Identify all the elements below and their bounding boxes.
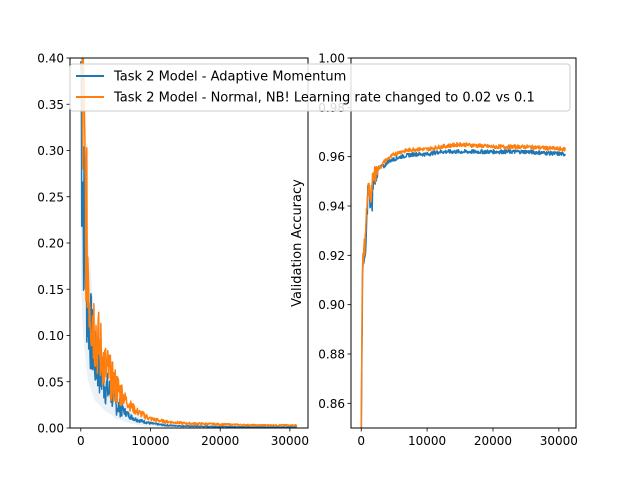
loss-xtick-label: 10000 (131, 434, 169, 448)
loss-noise-band (80, 58, 297, 428)
loss-ytick-label: 0.15 (37, 283, 64, 297)
accuracy-xtick-label: 10000 (408, 434, 446, 448)
loss-ytick-label: 0.35 (37, 98, 64, 112)
accuracy-axes-frame (350, 57, 577, 429)
loss-ytick-label: 0.05 (37, 375, 64, 389)
accuracy-ytick-label: 0.94 (318, 200, 345, 214)
accuracy-xtick-label: 30000 (540, 434, 578, 448)
loss-line-adaptive-momentum (80, 61, 298, 428)
loss-line-normal (81, 58, 298, 427)
loss-ytick-label: 0.30 (37, 144, 64, 158)
accuracy-line-adaptive-momentum (360, 149, 566, 428)
legend-label-adaptive-momentum: Task 2 Model - Adaptive Momentum (113, 70, 346, 85)
loss-ytick-label: 0.10 (37, 329, 64, 343)
legend-box (69, 63, 571, 112)
accuracy-line-normal (360, 142, 567, 428)
accuracy-ytick-label: 0.88 (318, 348, 345, 362)
accuracy-ytick-label: 1.00 (318, 52, 345, 66)
accuracy-ytick-label: 0.90 (318, 298, 345, 312)
accuracy-xtick-label: 0 (357, 434, 365, 448)
loss-ytick-label: 0.40 (37, 52, 64, 66)
loss-xtick-label: 20000 (201, 434, 239, 448)
accuracy-ytick-label: 0.92 (318, 249, 345, 263)
accuracy-ylabel: Validation Accuracy (290, 179, 305, 307)
accuracy-ytick-label: 0.96 (318, 150, 345, 164)
loss-ytick-label: 0.25 (37, 190, 64, 204)
loss-ytick-label: 0.20 (37, 237, 64, 251)
legend: Task 2 Model - Adaptive Momentum Task 2 … (69, 63, 571, 112)
loss-variance-band (80, 58, 297, 428)
accuracy-xtick-label: 20000 (474, 434, 512, 448)
loss-xtick-label: 0 (77, 434, 85, 448)
accuracy-ytick-label: 0.86 (318, 397, 345, 411)
loss-subplot: 0 10000 20000 30000 0.00 0.05 0.10 0.15 0.20 0.25… (37, 52, 309, 449)
loss-xtick-label: 30000 (271, 434, 309, 448)
loss-ytick-label: 0.00 (37, 422, 64, 436)
legend-label-normal: Task 2 Model - Normal, NB! Learning rate… (113, 91, 535, 106)
